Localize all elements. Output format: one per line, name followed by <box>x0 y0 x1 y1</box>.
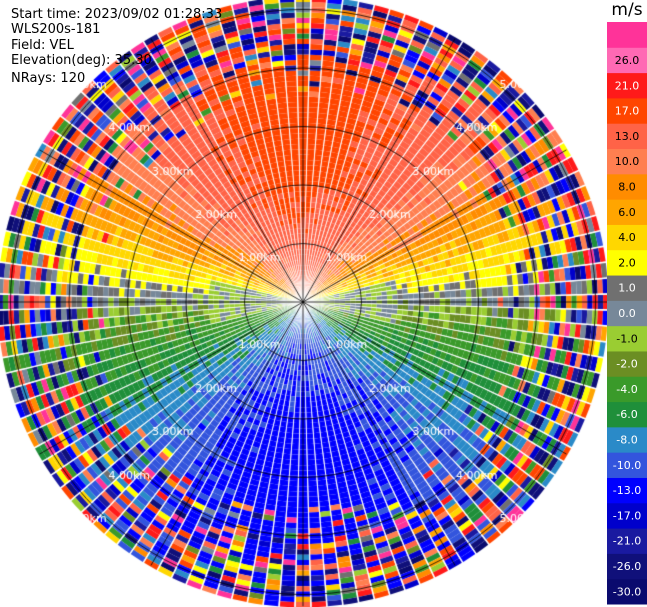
colorbar-unit: m/s <box>611 0 643 20</box>
colorbar-band-12 <box>607 275 647 301</box>
colorbar-tick-label: 10.0 <box>615 155 640 168</box>
colorbar-tick-label: -6.0 <box>616 408 637 421</box>
colorbar-band-4 <box>607 477 647 504</box>
colorbar-tick-label: 1.0 <box>618 282 636 295</box>
colorbar-band-9 <box>607 350 647 377</box>
colorbar-tick-label: 6.0 <box>618 206 636 219</box>
colorbar-band-19 <box>607 97 647 124</box>
colorbar-band-22 <box>607 22 647 48</box>
colorbar-band-2 <box>607 528 647 554</box>
colorbar-band-1 <box>607 553 647 580</box>
colorbar-tick-label: 13.0 <box>615 130 640 143</box>
colorbar-band-18 <box>607 123 647 150</box>
colorbar-tick-label: -8.0 <box>616 434 637 447</box>
colorbar-band-5 <box>607 452 647 478</box>
colorbar-band-17 <box>607 148 647 175</box>
colorbar-band-11 <box>607 300 647 327</box>
colorbar-band-14 <box>607 224 647 251</box>
colorbar-tick-label: -4.0 <box>616 383 637 396</box>
colorbar-tick-label: 8.0 <box>618 180 636 193</box>
colorbar-tick-label: 0.0 <box>618 307 636 320</box>
colorbar-band-8 <box>607 376 647 403</box>
elevation-label: Elevation(deg): 35.30 <box>11 53 152 68</box>
colorbar-tick-label: 17.0 <box>615 105 640 118</box>
colorbar-band-10 <box>607 325 647 352</box>
colorbar-tick-label: -13.0 <box>613 484 641 497</box>
nrays-label: NRays: 120 <box>11 71 86 86</box>
colorbar-band-6 <box>607 426 647 453</box>
colorbar-tick-label: -21.0 <box>613 535 641 548</box>
colorbar-tick-label: 4.0 <box>618 231 636 244</box>
colorbar-tick-label: 2.0 <box>618 256 636 269</box>
colorbar-band-0 <box>607 578 647 605</box>
colorbar-band-20 <box>607 72 647 99</box>
colorbar-band-15 <box>607 199 647 225</box>
colorbar-tick-label: -10.0 <box>613 459 641 472</box>
instrument-label: WLS200s-181 <box>11 22 101 37</box>
colorbar-tick-label: -30.0 <box>613 585 641 598</box>
start-time-label: Start time: 2023/09/02 01:28:33 <box>11 7 223 22</box>
colorbar-tick-label: -17.0 <box>613 509 641 522</box>
colorbar-band-3 <box>607 502 647 529</box>
field-label: Field: VEL <box>11 38 74 53</box>
colorbar-tick-label: -2.0 <box>616 358 637 371</box>
colorbar-band-16 <box>607 173 647 200</box>
colorbar-band-13 <box>607 249 647 276</box>
colorbar-band-7 <box>607 401 647 428</box>
colorbar-tick-label: -26.0 <box>613 560 641 573</box>
colorbar-tick-label: -1.0 <box>616 332 637 345</box>
colorbar-band-21 <box>607 47 647 74</box>
colorbar-tick-label: 21.0 <box>615 79 640 92</box>
colorbar-tick-label: 26.0 <box>615 54 640 67</box>
